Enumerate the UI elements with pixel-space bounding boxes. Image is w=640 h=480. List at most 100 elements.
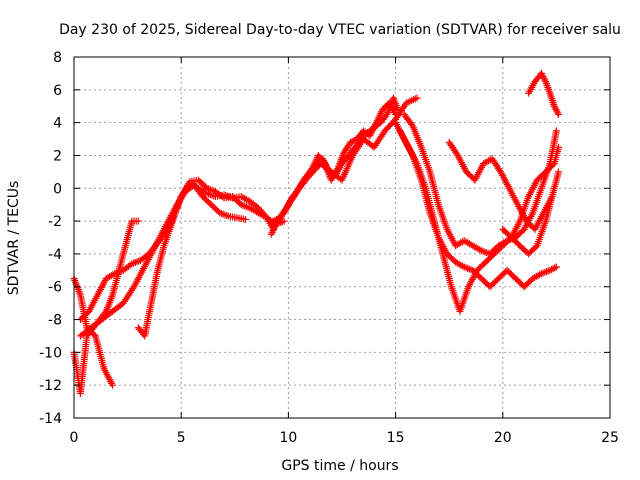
series-track-7 bbox=[269, 99, 400, 225]
data-point bbox=[543, 268, 551, 276]
data-point bbox=[133, 258, 141, 266]
y-tick-label: -12 bbox=[39, 378, 62, 394]
x-tick-label: 25 bbox=[601, 430, 619, 446]
data-point bbox=[221, 211, 229, 219]
data-point bbox=[131, 258, 139, 266]
series-track-13 bbox=[525, 69, 563, 118]
data-point bbox=[205, 185, 213, 193]
data-point bbox=[114, 268, 122, 276]
data-point bbox=[348, 138, 356, 146]
y-axis-label: SDTVAR / TECUs bbox=[6, 181, 22, 296]
y-tick-label: 0 bbox=[53, 181, 62, 197]
data-point bbox=[549, 265, 557, 273]
data-point bbox=[481, 248, 489, 256]
y-tick-label: 6 bbox=[53, 83, 62, 99]
y-tick-label: 8 bbox=[53, 50, 62, 66]
data-point bbox=[553, 107, 561, 115]
x-axis-label: GPS time / hours bbox=[281, 458, 398, 474]
data-point bbox=[219, 210, 227, 218]
data-point bbox=[536, 271, 544, 279]
data-point bbox=[477, 247, 485, 255]
data-point bbox=[218, 210, 226, 218]
y-tick-label: -14 bbox=[39, 411, 62, 427]
data-point bbox=[555, 168, 563, 176]
data-point bbox=[244, 203, 252, 211]
data-point bbox=[552, 263, 560, 271]
data-point bbox=[537, 69, 545, 77]
data-point bbox=[408, 120, 416, 128]
data-point bbox=[538, 71, 546, 79]
data-point bbox=[546, 266, 554, 274]
data-point bbox=[501, 238, 509, 246]
data-point bbox=[203, 184, 211, 192]
data-point bbox=[554, 109, 562, 117]
data-point bbox=[540, 74, 548, 82]
data-points bbox=[70, 69, 563, 397]
data-point bbox=[223, 212, 231, 220]
data-point bbox=[206, 186, 214, 194]
data-point bbox=[237, 201, 245, 209]
y-tick-label: -4 bbox=[48, 247, 62, 263]
data-point bbox=[239, 201, 247, 209]
data-point bbox=[476, 246, 484, 254]
data-point bbox=[130, 259, 138, 267]
data-point bbox=[242, 215, 250, 223]
plot-frame bbox=[73, 56, 611, 419]
x-tick-label: 5 bbox=[177, 430, 186, 446]
y-tick-label: -6 bbox=[48, 280, 62, 296]
data-point bbox=[281, 206, 289, 214]
data-point bbox=[413, 94, 421, 102]
data-point bbox=[111, 270, 119, 278]
data-point bbox=[208, 186, 216, 194]
data-point bbox=[552, 106, 560, 114]
data-point bbox=[548, 265, 556, 273]
data-point bbox=[464, 264, 472, 272]
data-point bbox=[241, 202, 249, 210]
data-point bbox=[218, 193, 226, 201]
x-tick-label: 20 bbox=[494, 430, 512, 446]
data-point bbox=[128, 260, 136, 268]
chart-title: Day 230 of 2025, Sidereal Day-to-day VTE… bbox=[59, 22, 621, 38]
data-point bbox=[555, 110, 563, 118]
data-point bbox=[462, 264, 470, 272]
data-point bbox=[280, 217, 288, 225]
data-point bbox=[484, 249, 492, 257]
data-point bbox=[112, 269, 120, 277]
data-point bbox=[539, 269, 547, 277]
data-point bbox=[551, 104, 559, 112]
y-tick-label: -10 bbox=[39, 345, 62, 361]
data-point bbox=[109, 271, 117, 279]
data-point bbox=[479, 247, 487, 255]
x-tick-label: 0 bbox=[70, 430, 79, 446]
data-point bbox=[539, 73, 547, 81]
data-point bbox=[552, 127, 560, 135]
y-tick-label: 2 bbox=[53, 148, 62, 164]
axis-ticks: 0 5 10 15 20 25 -14 -12 -10 -8 -6 -4 -2 0 2 4 6 8 bbox=[39, 50, 619, 446]
data-point bbox=[537, 270, 545, 278]
data-point bbox=[465, 265, 473, 273]
data-point bbox=[109, 381, 117, 389]
data-point bbox=[503, 237, 511, 245]
data-point bbox=[242, 203, 250, 211]
series-track-14 bbox=[499, 168, 563, 258]
x-tick-label: 15 bbox=[387, 430, 405, 446]
data-point bbox=[271, 216, 279, 224]
series-track-5 bbox=[134, 176, 288, 340]
data-point bbox=[458, 262, 466, 270]
data-point bbox=[550, 102, 558, 110]
data-point bbox=[347, 138, 355, 146]
data-point bbox=[350, 137, 358, 145]
data-point bbox=[116, 268, 124, 276]
data-point bbox=[460, 263, 468, 271]
data-point bbox=[551, 264, 559, 272]
data-point bbox=[216, 209, 224, 217]
y-tick-label: -2 bbox=[48, 214, 62, 230]
data-point bbox=[134, 217, 142, 225]
data-point bbox=[273, 215, 281, 223]
y-tick-label: 4 bbox=[53, 116, 62, 132]
series-track-10 bbox=[396, 127, 563, 315]
data-point bbox=[541, 268, 549, 276]
data-point bbox=[541, 76, 549, 84]
